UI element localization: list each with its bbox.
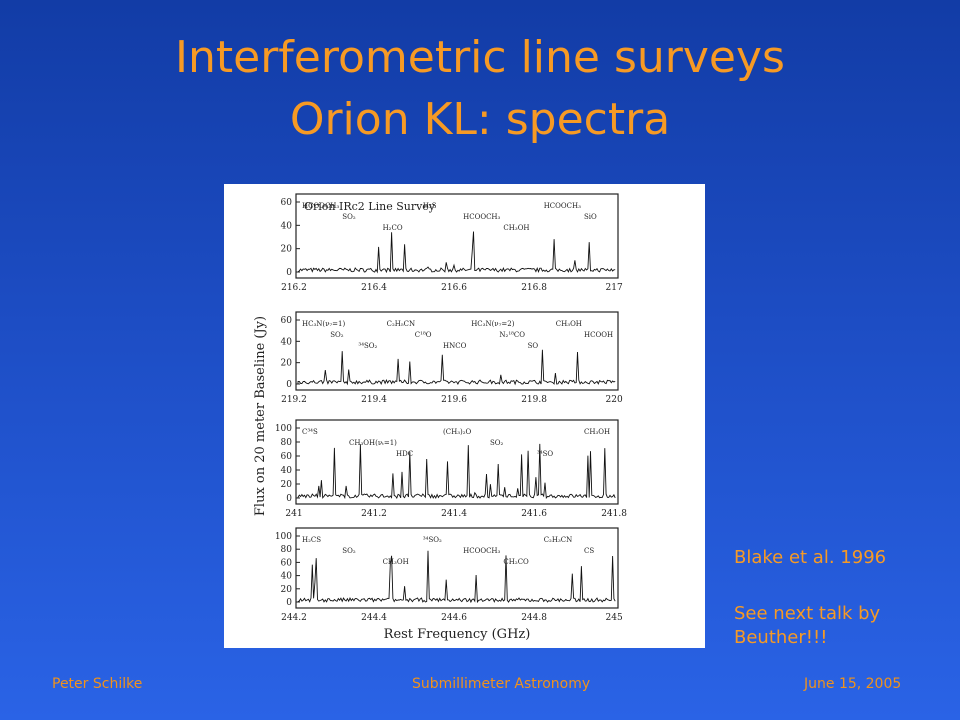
x-tick-label: 216.8 (521, 283, 547, 293)
line-label: ³⁴SO (537, 450, 553, 458)
y-tick-label: 60 (281, 316, 293, 326)
line-label: ³⁴SO₂ (423, 536, 442, 544)
x-tick-label: 244.8 (521, 613, 547, 623)
line-label: HC₃N(ν₇=1) (302, 320, 346, 328)
line-label: SO₂ (342, 213, 356, 221)
line-label: CH₃OH(νₜ=1) (349, 439, 397, 447)
x-tick-label: 216.2 (281, 283, 307, 293)
x-tick-label: 216.6 (441, 283, 467, 293)
x-tick-label: 216.4 (361, 283, 387, 293)
x-tick-label: 241.8 (601, 509, 627, 519)
line-label: HCOOH (584, 331, 613, 339)
x-tick-label: 241.2 (361, 509, 387, 519)
line-label: C¹⁸O (415, 331, 432, 339)
spectrum-trace (297, 349, 616, 386)
y-tick-label: 60 (281, 558, 293, 568)
line-label: CS (584, 547, 594, 555)
line-label: C₂H₃CN (544, 536, 573, 544)
y-tick-label: 0 (286, 380, 292, 390)
line-label: CH₂CO (503, 558, 529, 566)
y-tick-label: 80 (281, 545, 293, 555)
line-label: N₂¹⁸CO (499, 331, 525, 339)
x-tick-label: 219.6 (441, 395, 467, 405)
line-label: C₂H₅CN (387, 320, 416, 328)
x-tick-label: 244.2 (281, 613, 307, 623)
x-tick-label: 219.8 (521, 395, 547, 405)
y-tick-label: 40 (281, 572, 293, 582)
panel-frame (295, 193, 619, 279)
line-label: HNCO (443, 342, 467, 350)
spectra-figure: Orion IRc2 Line Survey 60 40 20 0 216.2 216.4 2… (224, 184, 705, 648)
line-label: ³⁴SO₂ (358, 342, 377, 350)
x-tick-label: 219.4 (361, 395, 387, 405)
line-label: H₂CS (302, 536, 321, 544)
survey-title: Orion IRc2 Line Survey (304, 200, 436, 213)
y-tick-label: 40 (281, 466, 293, 476)
y-tick-label: 40 (281, 337, 293, 347)
y-axis-label: Flux on 20 meter Baseline (Jy) (253, 316, 268, 516)
y-tick-label: 40 (281, 221, 293, 231)
line-label: (CH₃)₂O (443, 428, 472, 436)
next-talk-note: See next talk by Beuther!!! (734, 603, 881, 648)
x-tick-label: 241.4 (441, 509, 467, 519)
line-label: SO₂ (330, 331, 344, 339)
line-label: HCOOCH₃ (302, 202, 339, 210)
panel-frame (295, 311, 619, 391)
footer-event: Submillimeter Astronomy (412, 676, 591, 692)
footer-date: June 15, 2005 (804, 676, 902, 692)
y-tick-label: 60 (281, 198, 293, 208)
spectrum-trace (297, 231, 616, 274)
y-tick-label: 0 (286, 268, 292, 278)
line-label: CH₃OH (556, 320, 582, 328)
line-label: SO₂ (342, 547, 356, 555)
x-tick-label: 241 (285, 509, 302, 519)
line-label: SO (528, 342, 539, 350)
slide-title-line-2: Orion KL: spectra (289, 94, 671, 145)
line-label: SiO (584, 213, 597, 221)
x-axis-label: Rest Frequency (GHz) (384, 627, 531, 642)
citation-text: Blake et al. 1996 (734, 547, 887, 568)
line-label: HCOOCH₃ (544, 202, 581, 210)
x-tick-label: 244.4 (361, 613, 387, 623)
line-label: HCOOCH₃ (463, 547, 500, 555)
x-tick-label: 219.2 (281, 395, 307, 405)
line-label: C³⁴S (302, 428, 318, 436)
y-tick-label: 20 (281, 480, 293, 490)
spectra-plot: Orion IRc2 Line Survey 60 40 20 0 216.2 216.4 2… (253, 193, 627, 642)
y-tick-label: 60 (281, 452, 293, 462)
spectrum-trace (297, 550, 616, 604)
x-tick-label: 244.6 (441, 613, 467, 623)
x-tick-label: 241.6 (521, 509, 547, 519)
line-label: CH₃OH (584, 428, 610, 436)
y-tick-label: 20 (281, 585, 293, 595)
line-label: CH₃OH (383, 558, 409, 566)
y-tick-label: 80 (281, 438, 293, 448)
y-tick-label: 0 (286, 598, 292, 608)
y-tick-label: 100 (275, 424, 292, 434)
footer-author: Peter Schilke (52, 676, 143, 692)
x-tick-label: 217 (606, 283, 623, 293)
line-label: H₂CO (383, 224, 403, 232)
line-label: SO₂ (490, 439, 504, 447)
panel-frame (295, 527, 619, 609)
spectrum-trace (297, 443, 616, 500)
panel-frame (295, 419, 619, 505)
x-tick-label: 245 (606, 613, 623, 623)
y-tick-label: 0 (286, 494, 292, 504)
line-label: HC₃N(ν₇=2) (471, 320, 515, 328)
line-label: CH₃OH (503, 224, 529, 232)
line-label: H₂S (423, 202, 437, 210)
line-label: HDC (396, 450, 413, 458)
slide-title-line-1: Interferometric line surveys (175, 32, 785, 83)
x-tick-label: 220 (606, 395, 623, 405)
y-tick-label: 100 (275, 532, 292, 542)
line-label: HCOOCH₃ (463, 213, 500, 221)
y-tick-label: 20 (281, 245, 293, 255)
y-tick-label: 20 (281, 359, 293, 369)
